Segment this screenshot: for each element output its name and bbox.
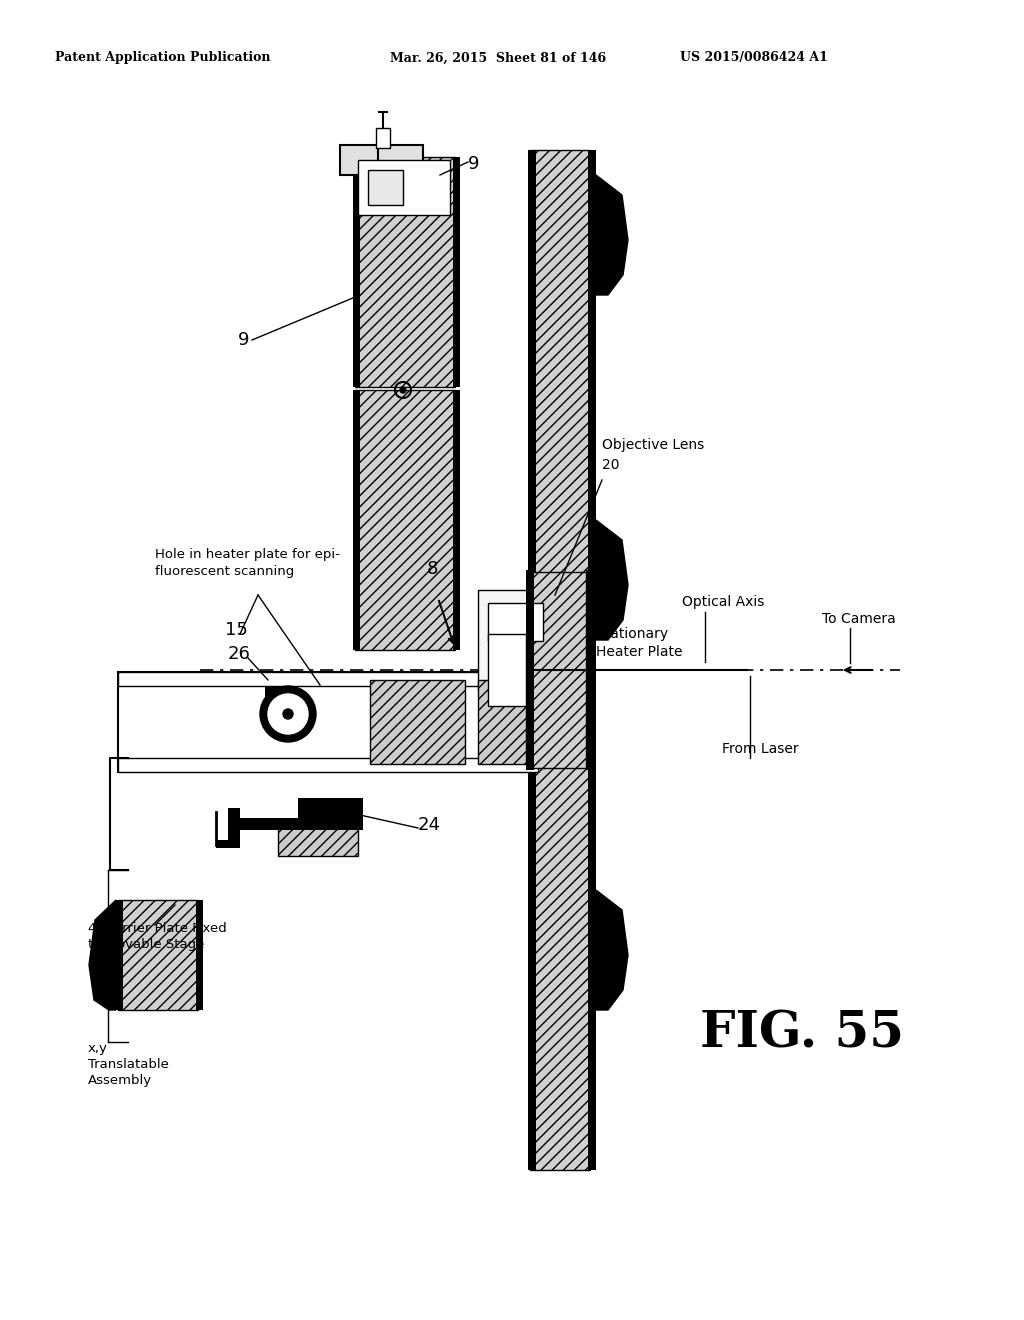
Bar bbox=[368, 170, 403, 205]
Text: Mar. 26, 2015  Sheet 81 of 146: Mar. 26, 2015 Sheet 81 of 146 bbox=[390, 51, 606, 65]
Text: To Camera: To Camera bbox=[822, 612, 896, 626]
Text: 4. Carrier Plate Fixed
to Movable Stage: 4. Carrier Plate Fixed to Movable Stage bbox=[88, 921, 226, 950]
Text: 15: 15 bbox=[225, 620, 248, 639]
Bar bbox=[118, 900, 198, 1010]
Text: Patent Application Publication: Patent Application Publication bbox=[55, 51, 270, 65]
Bar bbox=[453, 389, 460, 649]
Polygon shape bbox=[596, 520, 628, 640]
Bar bbox=[370, 680, 465, 764]
Circle shape bbox=[260, 686, 316, 742]
Bar bbox=[530, 150, 590, 1170]
Circle shape bbox=[283, 709, 293, 719]
Bar bbox=[478, 590, 553, 690]
Bar bbox=[586, 570, 594, 770]
Bar bbox=[118, 672, 538, 772]
Bar bbox=[216, 840, 240, 847]
Bar bbox=[118, 672, 538, 686]
Text: US 2015/0086424 A1: US 2015/0086424 A1 bbox=[680, 51, 827, 65]
Bar bbox=[116, 900, 123, 1010]
Text: Objective Lens: Objective Lens bbox=[602, 438, 705, 451]
Bar bbox=[353, 389, 360, 649]
Bar bbox=[233, 818, 298, 830]
Circle shape bbox=[400, 387, 406, 393]
Bar bbox=[278, 828, 358, 855]
Text: x,y
Translatable
Assembly: x,y Translatable Assembly bbox=[88, 1041, 169, 1086]
Text: Optical Axis: Optical Axis bbox=[682, 595, 764, 609]
Bar bbox=[526, 570, 534, 770]
Bar bbox=[298, 799, 362, 830]
Text: 8: 8 bbox=[426, 560, 437, 578]
Bar bbox=[376, 128, 390, 148]
Bar bbox=[528, 572, 586, 768]
Text: 9: 9 bbox=[238, 331, 250, 348]
Text: 26: 26 bbox=[228, 645, 251, 663]
Bar bbox=[478, 680, 526, 764]
Circle shape bbox=[268, 694, 308, 734]
Text: 22
Stationary
Heater Plate: 22 Stationary Heater Plate bbox=[596, 610, 683, 659]
Bar bbox=[358, 160, 450, 215]
Polygon shape bbox=[596, 890, 628, 1010]
Text: 20: 20 bbox=[602, 458, 620, 473]
Polygon shape bbox=[596, 176, 628, 294]
Bar bbox=[353, 157, 360, 387]
Polygon shape bbox=[89, 900, 116, 1010]
Bar bbox=[588, 150, 596, 1170]
Bar bbox=[378, 145, 423, 168]
Text: 9: 9 bbox=[468, 154, 479, 173]
Bar bbox=[355, 157, 455, 387]
Bar bbox=[118, 758, 538, 772]
Bar bbox=[453, 157, 460, 387]
Bar bbox=[265, 686, 293, 711]
Bar bbox=[488, 603, 543, 642]
Text: FIG. 55: FIG. 55 bbox=[700, 1010, 904, 1059]
Bar bbox=[488, 634, 526, 706]
Text: From Laser: From Laser bbox=[722, 742, 799, 756]
Bar bbox=[528, 150, 536, 1170]
Bar bbox=[228, 808, 240, 846]
Text: Hole in heater plate for epi-
fluorescent scanning: Hole in heater plate for epi- fluorescen… bbox=[155, 548, 340, 578]
Bar bbox=[196, 900, 203, 1010]
Text: 24: 24 bbox=[418, 816, 441, 834]
Bar bbox=[340, 145, 380, 176]
Bar bbox=[355, 389, 455, 649]
